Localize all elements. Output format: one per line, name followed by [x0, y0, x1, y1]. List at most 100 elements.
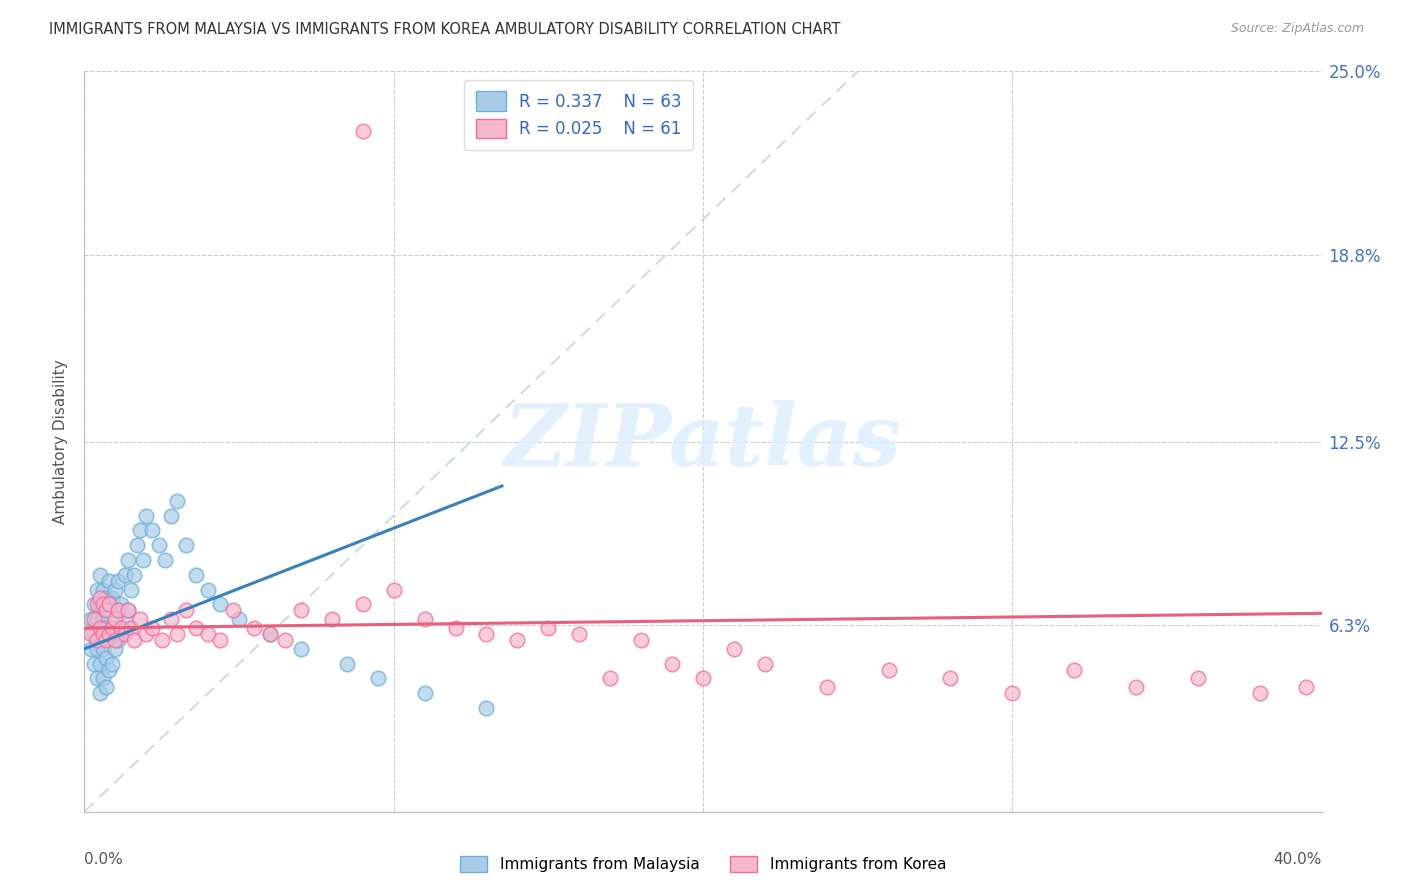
Point — [89, 598, 111, 612]
Point — [101, 621, 124, 635]
Point — [98, 632, 121, 647]
Legend: Immigrants from Malaysia, Immigrants from Korea: Immigrants from Malaysia, Immigrants fro… — [453, 848, 953, 880]
Point — [148, 538, 170, 552]
Point — [367, 672, 389, 686]
Point — [877, 663, 900, 677]
Point — [104, 641, 127, 656]
Point — [86, 632, 108, 647]
Point — [110, 627, 132, 641]
Point — [104, 632, 127, 647]
Point — [83, 627, 105, 641]
Point — [197, 627, 219, 641]
Point — [259, 627, 281, 641]
Point — [79, 641, 101, 656]
Point — [107, 603, 129, 617]
Point — [135, 627, 157, 641]
Point — [79, 627, 101, 641]
Point — [91, 672, 114, 686]
Point — [79, 612, 101, 626]
Legend: R = 0.337    N = 63, R = 0.025    N = 61: R = 0.337 N = 63, R = 0.025 N = 61 — [464, 79, 693, 150]
Point — [1295, 681, 1317, 695]
Point — [101, 591, 124, 606]
Point — [723, 641, 745, 656]
Point — [107, 574, 129, 588]
Point — [114, 567, 136, 582]
Point — [125, 538, 148, 552]
Point — [114, 627, 136, 641]
Point — [274, 632, 297, 647]
Point — [150, 632, 173, 647]
Point — [160, 612, 183, 626]
Point — [259, 627, 281, 641]
Point — [89, 627, 111, 641]
Text: ZIPatlas: ZIPatlas — [503, 400, 903, 483]
Point — [630, 632, 652, 647]
Point — [110, 598, 132, 612]
Point — [86, 612, 108, 626]
Point — [176, 538, 198, 552]
Point — [104, 612, 127, 626]
Point — [89, 686, 111, 700]
Point — [86, 672, 108, 686]
Point — [120, 582, 142, 597]
Point — [135, 508, 157, 523]
Text: 0.0%: 0.0% — [84, 853, 124, 867]
Point — [89, 591, 111, 606]
Point — [1063, 663, 1085, 677]
Point — [153, 553, 176, 567]
Point — [661, 657, 683, 671]
Point — [122, 567, 145, 582]
Point — [243, 621, 266, 635]
Point — [98, 598, 121, 612]
Point — [1125, 681, 1147, 695]
Point — [91, 598, 114, 612]
Point — [228, 612, 250, 626]
Point — [692, 672, 714, 686]
Point — [107, 603, 129, 617]
Point — [568, 627, 591, 641]
Point — [382, 582, 405, 597]
Point — [83, 598, 105, 612]
Point — [290, 603, 312, 617]
Point — [336, 657, 359, 671]
Point — [321, 612, 343, 626]
Point — [209, 632, 232, 647]
Point — [91, 612, 114, 626]
Point — [413, 612, 436, 626]
Point — [222, 603, 245, 617]
Text: Source: ZipAtlas.com: Source: ZipAtlas.com — [1230, 22, 1364, 36]
Point — [98, 627, 121, 641]
Y-axis label: Ambulatory Disability: Ambulatory Disability — [53, 359, 69, 524]
Text: IMMIGRANTS FROM MALAYSIA VS IMMIGRANTS FROM KOREA AMBULATORY DISABILITY CORRELAT: IMMIGRANTS FROM MALAYSIA VS IMMIGRANTS F… — [49, 22, 841, 37]
Point — [939, 672, 962, 686]
Point — [94, 681, 117, 695]
Point — [197, 582, 219, 597]
Point — [107, 632, 129, 647]
Point — [94, 650, 117, 665]
Point — [122, 632, 145, 647]
Point — [176, 603, 198, 617]
Point — [166, 493, 188, 508]
Point — [290, 641, 312, 656]
Point — [537, 621, 560, 635]
Point — [120, 621, 142, 635]
Point — [1187, 672, 1209, 686]
Point — [141, 621, 163, 635]
Point — [98, 663, 121, 677]
Point — [89, 567, 111, 582]
Point — [98, 574, 121, 588]
Point — [104, 582, 127, 597]
Point — [160, 508, 183, 523]
Point — [1001, 686, 1024, 700]
Point — [94, 621, 117, 635]
Point — [86, 582, 108, 597]
Point — [91, 641, 114, 656]
Point — [475, 627, 498, 641]
Point — [141, 524, 163, 538]
Point — [166, 627, 188, 641]
Point — [184, 567, 207, 582]
Point — [83, 657, 105, 671]
Point — [129, 524, 152, 538]
Point — [101, 657, 124, 671]
Point — [352, 123, 374, 137]
